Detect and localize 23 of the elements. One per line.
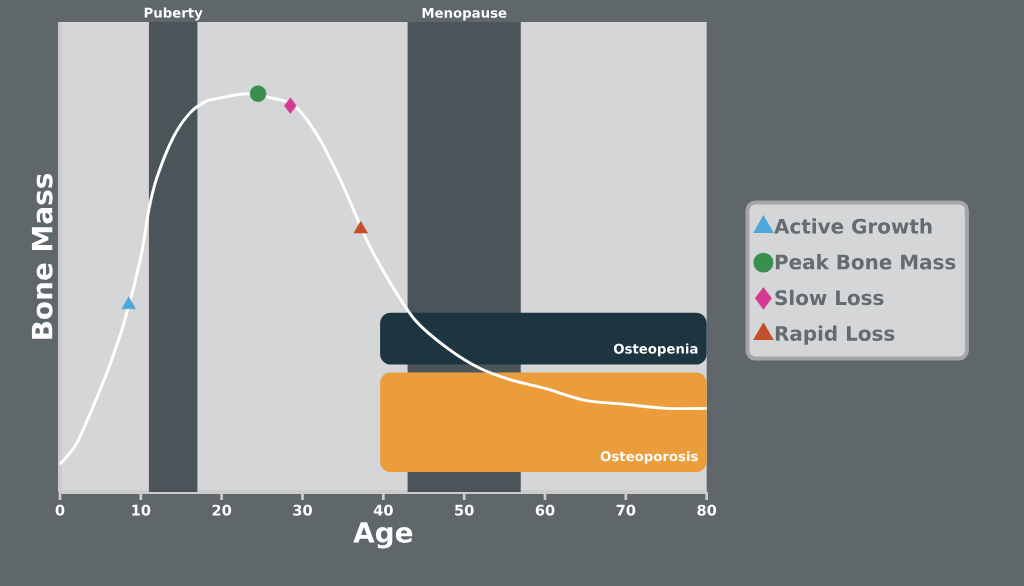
point (284, 97, 297, 114)
x-tick-label: 30 (293, 504, 312, 516)
legend-label: Peak Bone Mass (775, 254, 956, 270)
x-tick-label: 10 (132, 504, 151, 516)
band-label: Osteopenia (613, 343, 698, 357)
band-label: Puberty (144, 7, 203, 21)
band-label: Osteoporosis (600, 450, 698, 464)
legend-label: Rapid Loss (775, 325, 895, 345)
x-tick-label: 40 (373, 504, 393, 516)
x-tick-label: 80 (697, 504, 717, 516)
point (353, 220, 368, 234)
point (249, 85, 267, 102)
x-tick-label: 70 (616, 504, 636, 516)
y-axis-title: Bone Mass (31, 173, 53, 339)
x-tick-label: 50 (455, 504, 474, 516)
legend-label: Slow Loss (775, 289, 884, 306)
band-label: Menopause (422, 7, 507, 21)
point (121, 296, 136, 310)
legend-label: Active Growth (774, 218, 932, 234)
x-axis-title: Age (353, 522, 413, 549)
x-tick-label: 20 (212, 504, 232, 516)
x-tick-label: 0 (55, 504, 65, 516)
x-tick-label: 60 (535, 504, 555, 516)
